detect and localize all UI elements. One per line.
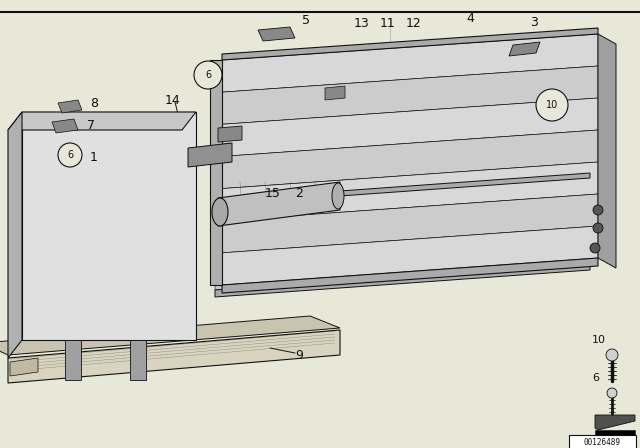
Polygon shape [222,130,598,189]
Polygon shape [215,199,590,247]
Circle shape [593,223,603,233]
Text: 2: 2 [295,186,303,199]
Text: 6: 6 [592,373,599,383]
Polygon shape [218,182,340,226]
Polygon shape [8,112,196,130]
Bar [595,430,635,437]
Polygon shape [218,126,242,142]
Polygon shape [509,42,540,56]
Text: 6: 6 [67,150,73,160]
Polygon shape [222,28,598,60]
Text: 12: 12 [406,17,422,30]
Polygon shape [222,34,598,92]
Polygon shape [215,173,590,205]
Polygon shape [222,194,598,253]
Polygon shape [210,60,222,285]
Polygon shape [215,263,590,297]
Polygon shape [258,27,295,41]
Text: 1: 1 [90,151,98,164]
Circle shape [58,143,82,167]
Circle shape [607,388,617,398]
Ellipse shape [332,183,344,209]
FancyBboxPatch shape [569,435,636,448]
Polygon shape [8,330,340,383]
Text: 6: 6 [205,70,211,80]
Circle shape [194,61,222,89]
Polygon shape [222,98,598,156]
Text: 11: 11 [380,17,396,30]
Polygon shape [10,358,38,376]
Circle shape [593,205,603,215]
Text: 3: 3 [530,16,538,29]
Text: 13: 13 [354,17,370,30]
Polygon shape [222,226,598,285]
Polygon shape [188,143,232,167]
Polygon shape [8,112,22,358]
Circle shape [536,89,568,121]
Text: 10: 10 [546,100,558,110]
Polygon shape [222,258,598,293]
Text: 7: 7 [87,119,95,132]
Polygon shape [58,100,82,113]
Ellipse shape [212,198,228,226]
Text: 4: 4 [466,12,474,25]
Text: 5: 5 [302,13,310,26]
Polygon shape [65,340,81,380]
Polygon shape [595,415,635,430]
Polygon shape [130,340,146,380]
Circle shape [590,243,600,253]
Polygon shape [222,162,598,221]
Polygon shape [22,112,196,340]
Text: 15: 15 [265,186,281,199]
Polygon shape [598,34,616,268]
Text: 14: 14 [165,94,180,107]
Text: 10: 10 [592,335,606,345]
Polygon shape [215,220,590,269]
Text: 8: 8 [90,96,98,109]
Circle shape [606,349,618,361]
Polygon shape [52,119,78,133]
Text: 00126489: 00126489 [584,438,621,447]
Polygon shape [325,86,345,100]
Text: 9: 9 [295,349,303,362]
Polygon shape [215,178,590,226]
Polygon shape [215,242,590,290]
Polygon shape [0,316,340,355]
Polygon shape [222,66,598,124]
